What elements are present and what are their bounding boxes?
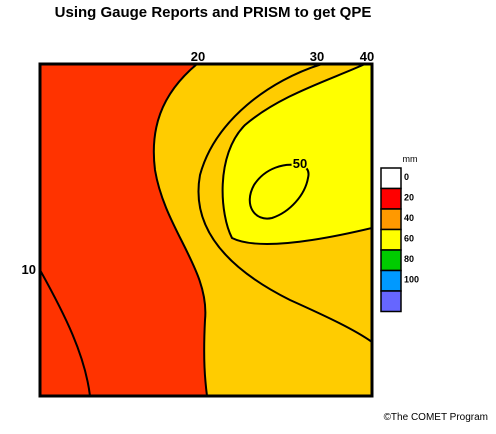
legend-label: 60 [404, 234, 414, 244]
chart-title: Using Gauge Reports and PRISM to get QPE [54, 4, 372, 21]
contour-fill-left [40, 64, 207, 396]
contour-line-10 [40, 269, 91, 396]
legend-swatch [380, 208, 402, 231]
credit-text: ©The COMET Program [383, 412, 488, 423]
legend-unit-label: mm [403, 154, 418, 164]
legend-swatch [380, 187, 402, 210]
legend-swatch [380, 249, 402, 272]
contour-line-40 [221, 64, 372, 245]
legend-label: 40 [404, 213, 414, 223]
legend-label: 20 [404, 193, 414, 203]
contour-fill-core [222, 64, 372, 244]
legend-label: 80 [404, 254, 414, 264]
contour-line-30 [197, 64, 372, 343]
contour-label-10: 10 [22, 262, 36, 277]
contour-line-20 [152, 64, 208, 396]
contour-line-50 [248, 163, 310, 220]
map-frame [38, 62, 374, 398]
contour-label-20: 20 [191, 49, 205, 64]
contour-label-30: 30 [310, 49, 324, 64]
legend-swatch [380, 269, 402, 292]
contour-label-40: 40 [360, 49, 374, 64]
contour-label-50: 50 [293, 156, 307, 171]
legend-label: 0 [404, 172, 409, 182]
legend-swatch [380, 167, 402, 190]
legend: mm 0 20 40 60 80 100 [380, 154, 419, 313]
legend-label: 100 [404, 275, 419, 285]
legend-swatch [380, 228, 402, 251]
legend-swatch [380, 290, 402, 313]
